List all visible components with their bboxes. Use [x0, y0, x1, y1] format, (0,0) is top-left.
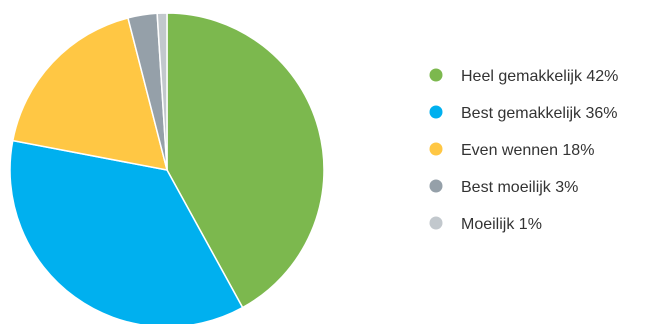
legend-marker-2 [429, 142, 443, 156]
legend: Heel gemakkelijk 42% Best gemakkelijk 36%… [429, 68, 618, 233]
legend-marker-4 [429, 216, 443, 230]
legend-label-1: Best gemakkelijk 36% [461, 105, 618, 122]
pie-slice-0 [166, 12, 325, 309]
legend-label-4: Moeilijk 1% [461, 216, 542, 233]
legend-item-3: Best moeilijk 3% [429, 179, 578, 196]
legend-marker-3 [429, 179, 443, 193]
legend-item-0: Heel gemakkelijk 42% [429, 68, 618, 85]
pie-slice-2 [11, 17, 169, 171]
legend-item-4: Moeilijk 1% [429, 216, 542, 233]
legend-label-3: Best moeilijk 3% [461, 179, 578, 196]
legend-marker-1 [429, 105, 443, 119]
legend-marker-0 [429, 68, 443, 82]
legend-label-2: Even wennen 18% [461, 142, 594, 159]
pie-slices [9, 12, 325, 324]
legend-label-0: Heel gemakkelijk 42% [461, 68, 618, 85]
legend-item-1: Best gemakkelijk 36% [429, 105, 618, 122]
pie-slice-4 [156, 12, 168, 171]
legend-item-2: Even wennen 18% [429, 142, 594, 159]
pie-slice-1 [9, 139, 244, 324]
